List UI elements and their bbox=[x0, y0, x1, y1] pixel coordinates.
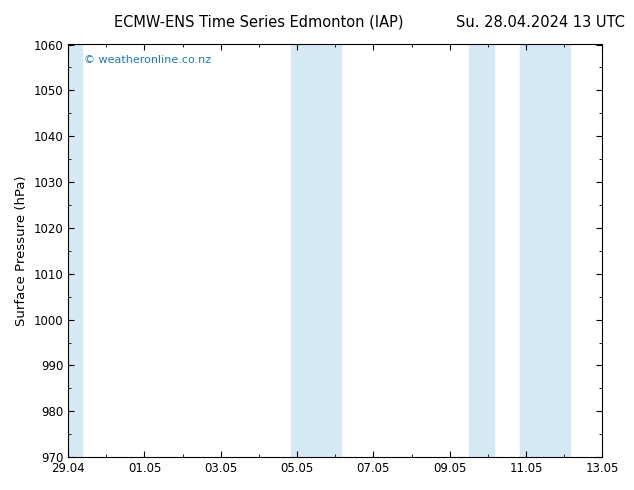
Bar bbox=[521, 45, 545, 457]
Bar bbox=[68, 45, 82, 457]
Bar bbox=[316, 45, 341, 457]
Bar bbox=[292, 45, 316, 457]
Text: © weatheronline.co.nz: © weatheronline.co.nz bbox=[84, 55, 211, 65]
Bar bbox=[545, 45, 570, 457]
Text: ECMW-ENS Time Series Edmonton (IAP): ECMW-ENS Time Series Edmonton (IAP) bbox=[114, 15, 404, 30]
Bar bbox=[469, 45, 494, 457]
Y-axis label: Surface Pressure (hPa): Surface Pressure (hPa) bbox=[15, 175, 28, 326]
Text: Su. 28.04.2024 13 UTC: Su. 28.04.2024 13 UTC bbox=[456, 15, 625, 30]
